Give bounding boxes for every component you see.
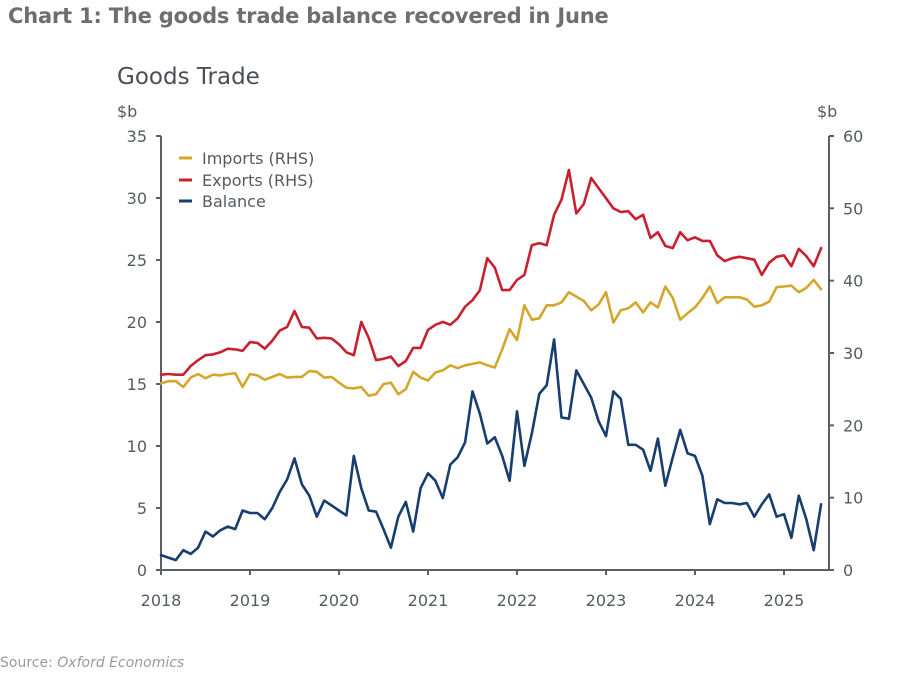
series-line-imports-rhs: [159, 278, 823, 398]
left-axis-tick-label: 10: [127, 437, 147, 456]
right-axis-tick-label: 0: [843, 561, 853, 580]
right-axis-tick-label: 40: [843, 272, 863, 291]
legend-label-imports: Imports (RHS): [202, 149, 314, 168]
right-axis-tick-label: 50: [843, 199, 863, 218]
x-axis-tick-label: 2024: [675, 591, 716, 610]
left-axis-tick-label: 0: [137, 561, 147, 580]
legend-label-balance: Balance: [202, 192, 266, 211]
left-axis-tick-label: 5: [137, 499, 147, 518]
series-line-exports-rhs: [159, 168, 823, 377]
legend-item-exports: Exports (RHS): [179, 171, 314, 190]
left-axis-unit: $b: [117, 102, 137, 121]
x-axis-tick-label: 2020: [319, 591, 360, 610]
x-axis-tick-label: 2025: [764, 591, 805, 610]
left-axis-tick-label: 15: [127, 375, 147, 394]
right-axis-tick-label: 10: [843, 489, 863, 508]
right-axis-tick-label: 20: [843, 416, 863, 435]
right-axis-tick-label: 30: [843, 344, 863, 363]
x-axis-tick-label: 2022: [497, 591, 538, 610]
x-axis-tick-label: 2018: [141, 591, 182, 610]
chart-title: Goods Trade: [117, 64, 260, 90]
series-layer: [159, 168, 823, 562]
source-prefix: Source:: [0, 655, 58, 671]
legend-label-exports: Exports (RHS): [202, 171, 314, 190]
headline: Chart 1: The goods trade balance recover…: [8, 4, 609, 28]
x-axis-tick-label: 2023: [586, 591, 627, 610]
legend-item-balance: Balance: [179, 192, 266, 211]
source-note: Source: Oxford Economics: [0, 655, 184, 671]
left-axis-tick-label: 35: [127, 127, 147, 146]
legend: Imports (RHS) Exports (RHS) Balance: [179, 149, 314, 211]
left-axis-tick-label: 30: [127, 189, 147, 208]
series-line-balance: [159, 338, 823, 562]
x-axis-tick-label: 2019: [230, 591, 271, 610]
legend-item-imports: Imports (RHS): [179, 149, 314, 168]
left-axis-tick-label: 20: [127, 313, 147, 332]
right-axis-tick-label: 60: [843, 127, 863, 146]
right-axis-unit: $b: [817, 102, 837, 121]
x-axis-tick-label: 2021: [408, 591, 449, 610]
left-axis-tick-label: 25: [127, 251, 147, 270]
source-org: Oxford Economics: [57, 655, 185, 671]
